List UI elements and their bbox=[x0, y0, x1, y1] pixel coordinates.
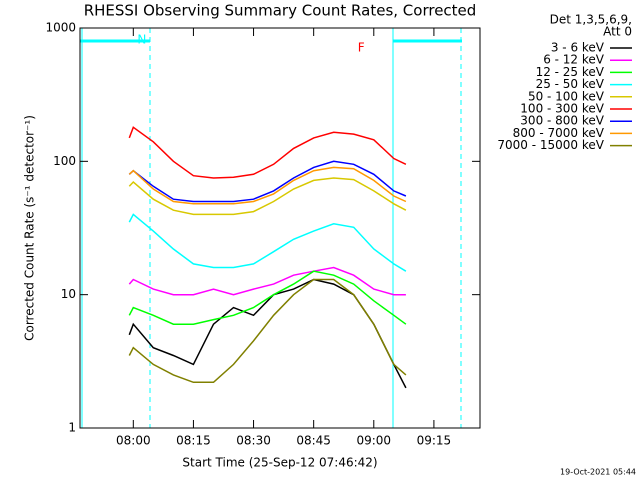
legend-label: 3 - 6 keV bbox=[551, 41, 605, 55]
y-tick-label: 1000 bbox=[45, 21, 76, 35]
annotation: N bbox=[137, 33, 146, 47]
legend-label: 800 - 7000 keV bbox=[513, 126, 605, 140]
legend-label: 300 - 800 keV bbox=[520, 114, 604, 128]
legend-label: 100 - 300 keV bbox=[520, 102, 604, 116]
series-line bbox=[128, 160, 407, 203]
legend-title: Det 1,3,5,6,9, bbox=[550, 13, 632, 27]
series-line bbox=[128, 278, 407, 389]
series-line bbox=[128, 166, 407, 205]
legend-label: 6 - 12 keV bbox=[543, 53, 605, 67]
legend-label: 25 - 50 keV bbox=[536, 77, 605, 91]
chart-title: RHESSI Observing Summary Count Rates, Co… bbox=[84, 2, 477, 20]
series-line bbox=[128, 266, 406, 296]
legend-label: 7000 - 15000 keV bbox=[497, 138, 604, 152]
x-tick-label: 08:15 bbox=[176, 434, 211, 448]
x-tick-label: 08:00 bbox=[116, 434, 151, 448]
y-tick-label: 1 bbox=[68, 421, 76, 435]
series-line bbox=[128, 270, 407, 325]
annotation: F bbox=[358, 41, 365, 55]
legend-label: 12 - 25 keV bbox=[536, 65, 605, 79]
y-axis-label: Corrected Count Rate (s⁻¹ detector⁻¹) bbox=[23, 115, 37, 341]
series-line bbox=[128, 126, 407, 179]
plot-frame bbox=[79, 27, 481, 429]
x-axis-label: Start Time (25-Sep-12 07:46:42) bbox=[182, 456, 377, 470]
legend-title: Att 0 bbox=[603, 25, 632, 39]
series-line bbox=[128, 177, 407, 216]
x-tick-label: 08:30 bbox=[236, 434, 271, 448]
y-tick-label: 10 bbox=[61, 287, 76, 301]
timestamp: 19-Oct-2021 05:44 bbox=[560, 468, 636, 477]
attenuator-markers bbox=[80, 28, 462, 428]
legend-label: 50 - 100 keV bbox=[528, 89, 605, 103]
series-line bbox=[128, 213, 407, 272]
x-tick-label: 09:00 bbox=[356, 434, 391, 448]
series-line bbox=[128, 278, 407, 384]
x-tick-label: 09:15 bbox=[417, 434, 452, 448]
x-tick-label: 08:45 bbox=[296, 434, 331, 448]
y-tick-label: 100 bbox=[53, 154, 76, 168]
